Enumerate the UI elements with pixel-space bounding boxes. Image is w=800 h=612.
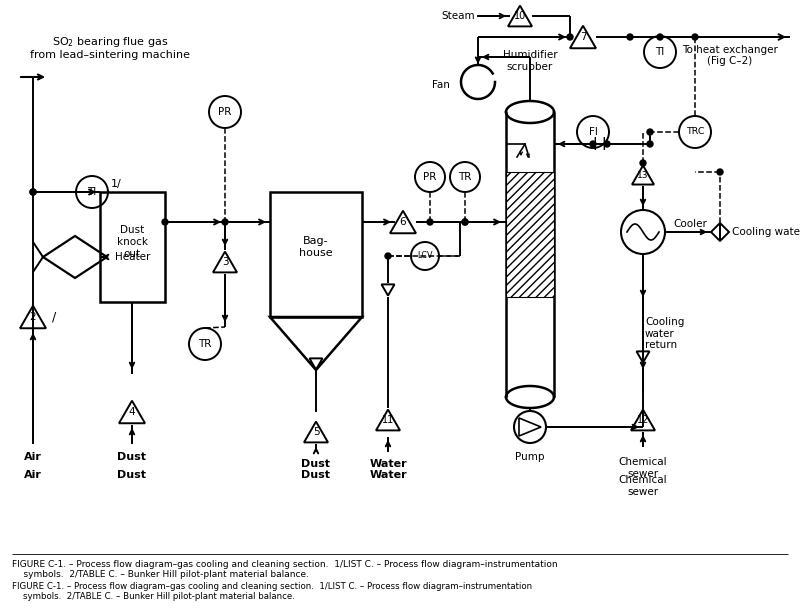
Text: | |: | | bbox=[593, 138, 607, 151]
Circle shape bbox=[717, 169, 723, 175]
Text: 12: 12 bbox=[637, 415, 649, 425]
Circle shape bbox=[427, 219, 433, 225]
Text: 11: 11 bbox=[382, 415, 394, 425]
Text: SO$_2$ bearing flue gas: SO$_2$ bearing flue gas bbox=[52, 35, 168, 49]
Text: Water: Water bbox=[369, 470, 407, 480]
Text: from lead–sintering machine: from lead–sintering machine bbox=[30, 50, 190, 60]
Text: Bag-
house: Bag- house bbox=[299, 236, 333, 258]
Text: Heater: Heater bbox=[115, 252, 150, 262]
Text: FI: FI bbox=[589, 127, 598, 137]
Text: Chemical
sewer: Chemical sewer bbox=[618, 475, 667, 496]
Circle shape bbox=[627, 34, 633, 40]
Text: PR: PR bbox=[423, 172, 437, 182]
Circle shape bbox=[590, 141, 596, 147]
Circle shape bbox=[30, 189, 36, 195]
Text: 4: 4 bbox=[129, 407, 135, 417]
Circle shape bbox=[604, 141, 610, 147]
Circle shape bbox=[692, 34, 698, 40]
Text: 2: 2 bbox=[30, 312, 36, 322]
Circle shape bbox=[657, 34, 663, 40]
Circle shape bbox=[567, 34, 573, 40]
Text: Air: Air bbox=[24, 470, 42, 480]
Circle shape bbox=[647, 129, 653, 135]
Text: TI: TI bbox=[655, 47, 665, 57]
Text: TR: TR bbox=[198, 339, 212, 349]
Text: LCV: LCV bbox=[418, 252, 433, 261]
Text: PR: PR bbox=[218, 107, 232, 117]
Text: Cooler: Cooler bbox=[673, 219, 707, 229]
Text: 10: 10 bbox=[514, 11, 526, 21]
Text: Humidifier
scrubber: Humidifier scrubber bbox=[502, 50, 558, 72]
Text: Dust: Dust bbox=[302, 470, 330, 480]
Text: TR: TR bbox=[458, 172, 472, 182]
Circle shape bbox=[647, 141, 653, 147]
Text: Air: Air bbox=[24, 452, 42, 462]
Circle shape bbox=[385, 253, 391, 259]
Text: (Fig C–2): (Fig C–2) bbox=[707, 56, 753, 66]
Text: /: / bbox=[52, 310, 56, 324]
Bar bbox=[100, 192, 165, 302]
Text: Dust: Dust bbox=[302, 459, 330, 469]
Circle shape bbox=[462, 219, 468, 225]
Text: TI: TI bbox=[87, 187, 97, 197]
Text: 6: 6 bbox=[400, 217, 406, 227]
Text: 5: 5 bbox=[313, 427, 319, 437]
Circle shape bbox=[30, 189, 36, 195]
Text: Chemical
sewer: Chemical sewer bbox=[618, 457, 667, 479]
Text: Dust
knock
out: Dust knock out bbox=[117, 225, 147, 259]
Text: 3: 3 bbox=[222, 257, 228, 267]
Text: Dust: Dust bbox=[118, 470, 146, 480]
Text: 13: 13 bbox=[638, 171, 649, 179]
Text: Steam: Steam bbox=[442, 11, 475, 21]
Text: Cooling
water
return: Cooling water return bbox=[645, 317, 684, 350]
Circle shape bbox=[640, 160, 646, 166]
Text: Pump: Pump bbox=[515, 452, 545, 462]
Text: TRC: TRC bbox=[686, 127, 704, 136]
Text: Dust: Dust bbox=[118, 452, 146, 462]
Circle shape bbox=[162, 219, 168, 225]
Bar bbox=[506, 172, 554, 297]
Circle shape bbox=[222, 219, 228, 225]
Text: Cooling water: Cooling water bbox=[732, 227, 800, 237]
Text: FIGURE C-1. – Process flow diagram–gas cooling and cleaning section.  1/LIST C. : FIGURE C-1. – Process flow diagram–gas c… bbox=[12, 582, 532, 602]
Text: 1/: 1/ bbox=[111, 179, 122, 189]
Text: Fan: Fan bbox=[432, 80, 450, 90]
Circle shape bbox=[462, 219, 468, 225]
Text: FIGURE C-1. – Process flow diagram–gas cooling and cleaning section.  1/LIST C. : FIGURE C-1. – Process flow diagram–gas c… bbox=[12, 560, 558, 580]
Bar bbox=[270, 192, 362, 317]
Text: Water: Water bbox=[369, 459, 407, 469]
Text: To heat exchanger: To heat exchanger bbox=[682, 45, 778, 55]
Text: 7: 7 bbox=[580, 32, 586, 42]
